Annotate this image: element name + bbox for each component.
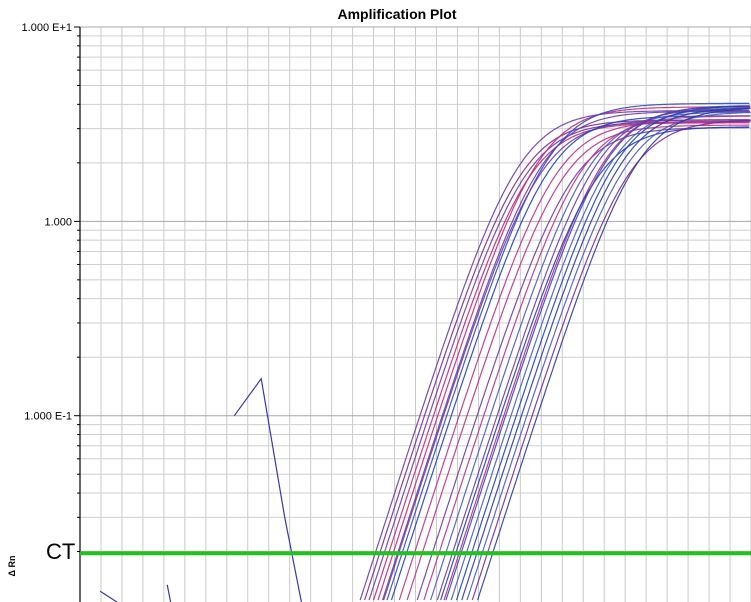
amplification-curves — [99, 102, 751, 602]
chart-title: Amplification Plot — [338, 6, 457, 22]
amplification-curve — [445, 105, 750, 601]
amplification-curve — [406, 124, 750, 601]
y-tick-label: 1.000 E-1 — [24, 411, 72, 423]
y-axis-label: Δ Rn — [7, 556, 17, 577]
amplification-curve — [390, 115, 751, 601]
amplification-curve — [477, 108, 750, 601]
noise-trace — [233, 377, 302, 602]
y-axis-ticks: 1.000 E+1 1.000 1.000 E-1 — [22, 22, 80, 553]
ct-label: CT — [46, 539, 75, 564]
amplification-curve — [455, 105, 750, 601]
amplification-curve — [386, 102, 750, 601]
y-tick-label: 1.000 E+1 — [22, 22, 72, 34]
amplification-curve — [377, 106, 751, 601]
plot-grid — [80, 26, 751, 602]
amplification-curve — [359, 110, 750, 601]
amplification-curve — [383, 119, 750, 601]
y-tick-label: 1.000 — [44, 216, 72, 228]
amplification-curve — [471, 120, 751, 601]
amplification-curve — [461, 107, 751, 601]
noise-stub — [166, 584, 172, 602]
amplification-curve — [430, 111, 750, 601]
amplification-curve — [450, 107, 750, 601]
noise-stub — [99, 590, 118, 602]
amplification-curve — [466, 111, 751, 601]
amplification-curve — [373, 122, 750, 601]
amplification-curve — [398, 120, 750, 601]
